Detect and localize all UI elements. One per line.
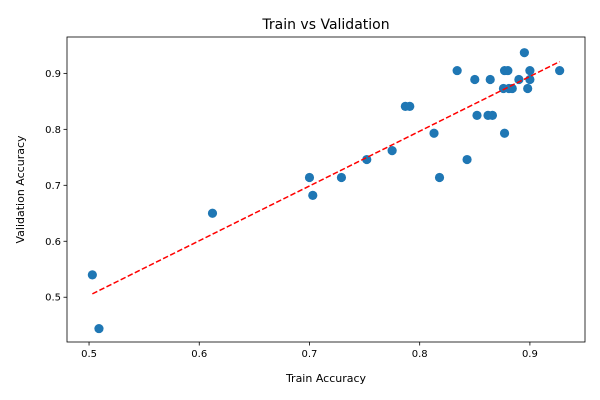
data-point: [94, 323, 104, 334]
y-tick-label: 0.5: [45, 293, 61, 304]
data-point: [462, 154, 472, 165]
data-point: [514, 74, 524, 85]
plot-frame: [66, 36, 586, 343]
data-point: [499, 128, 510, 138]
x-axis-label: Train Accuracy: [285, 372, 367, 385]
data-point: [472, 110, 482, 120]
data-point: [308, 190, 318, 200]
data-point: [525, 65, 535, 76]
x-tick-label: 0.7: [302, 349, 318, 360]
x-tick-label: 0.8: [412, 349, 428, 360]
data-point: [405, 101, 415, 111]
data-point: [207, 208, 218, 218]
fit-line: [92, 60, 560, 295]
data-point: [452, 65, 462, 76]
y-tick-label: 0.9: [45, 69, 61, 80]
plot-area: 0.5 0.6 0.7 0.8 0.9 0.5 0.6 0.7 0.8 0.9: [45, 36, 586, 360]
x-tick-label: 0.5: [81, 349, 97, 360]
data-point: [336, 172, 347, 183]
data-point: [503, 65, 513, 76]
data-point: [387, 146, 397, 156]
y-tick-label: 0.8: [45, 125, 61, 136]
data-point: [429, 128, 439, 138]
x-tick-label: 0.9: [522, 349, 538, 360]
y-axis-label: Validation Accuracy: [14, 135, 27, 244]
x-tick-label: 0.6: [191, 349, 207, 360]
data-point: [485, 74, 495, 85]
data-point: [304, 172, 315, 183]
data-point: [362, 154, 372, 165]
y-tick-label: 0.7: [45, 181, 61, 192]
data-point: [519, 48, 529, 58]
y-tick-label: 0.6: [45, 237, 61, 248]
data-point: [434, 172, 445, 183]
chart-title: Train vs Validation: [261, 17, 389, 33]
data-point: [525, 74, 535, 85]
data-point: [523, 83, 533, 94]
data-point: [555, 65, 565, 76]
data-point: [470, 74, 480, 85]
data-point: [87, 270, 97, 280]
data-point: [487, 110, 498, 120]
